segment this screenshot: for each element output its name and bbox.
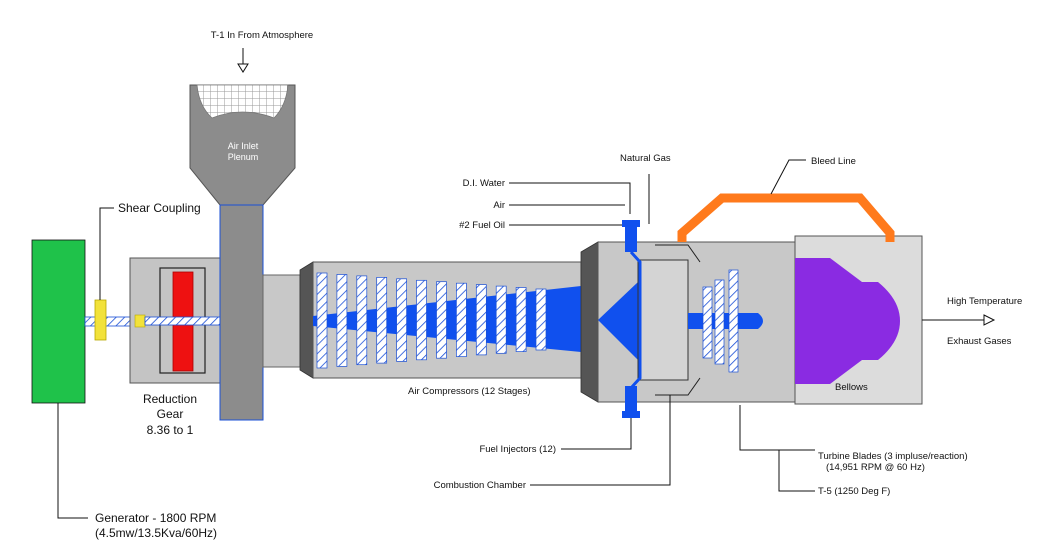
combustor-flow-cone: [598, 282, 638, 360]
exhaust-flow: [795, 258, 900, 384]
fuel-injector-top: [625, 220, 637, 252]
air-label: Air: [493, 200, 505, 211]
fuel-injector-bottom-cap: [622, 411, 640, 418]
compressor-stage-6: [416, 279, 427, 361]
compressor-stage-7: [436, 281, 447, 359]
turbine-blades-label-1: Turbine Blades (3 impluse/reaction): [818, 451, 968, 462]
turbine-shaft-end: [758, 313, 763, 329]
generator: [31, 239, 86, 404]
turbine-blades-label-2: (14,951 RPM @ 60 Hz): [826, 462, 925, 473]
natural-gas-label: Natural Gas: [620, 153, 671, 164]
inlet-screen: [196, 84, 289, 119]
fuel-oil-label: #2 Fuel Oil: [459, 220, 505, 231]
turbine-blade-1: [702, 286, 713, 359]
gear-shaft-stub: [134, 314, 146, 328]
bleed-line-leader: [770, 159, 806, 195]
t1-inlet-label: T-1 In From Atmosphere: [211, 30, 313, 41]
compressor-stage-1: [316, 272, 328, 369]
high-temp-label-1: High Temperature: [947, 296, 1022, 307]
compressor-inlet-hub: [262, 274, 301, 368]
compressor-stage-10: [495, 285, 507, 354]
combustion-chamber-leader: [530, 395, 671, 486]
fuel-injectors-label: Fuel Injectors (12): [479, 444, 556, 455]
air-inlet-plenum-label-2: Plenum: [228, 152, 259, 162]
reduction-gear-label-2: Gear: [157, 407, 184, 421]
turbine-blades-leader: [739, 405, 815, 451]
combustor-front-bellmouth: [580, 241, 599, 403]
combustion-chamber-label: Combustion Chamber: [434, 480, 526, 491]
inlet-duct: [219, 204, 264, 421]
compressor-inlet-bellmouth: [299, 261, 314, 379]
shear-coupling-label: Shear Coupling: [118, 201, 201, 215]
combustion-liner-outline: [655, 244, 701, 396]
compressor-stage-2: [336, 274, 348, 367]
compressor-stage-9: [475, 284, 487, 356]
compressor-stage-4: [376, 277, 388, 364]
compressor-stage-5: [396, 278, 407, 362]
t5-label: T-5 (1250 Deg F): [818, 486, 890, 497]
compressor-stage-11: [515, 287, 527, 352]
shear-coupling-leader: [99, 207, 114, 300]
turbine-blade-2: [714, 279, 725, 365]
combustion-chamber-liner: [637, 259, 689, 381]
turbine-blade-3: [728, 269, 739, 373]
compressor-stage-8: [456, 282, 467, 357]
bleed-line-label: Bleed Line: [811, 156, 856, 167]
di-water-leader: [509, 182, 631, 214]
reduction-gear-label-1: Reduction: [143, 392, 197, 406]
reduction-gear-ratio-label: 8.36 to 1: [147, 423, 194, 437]
shear-coupling: [94, 299, 107, 341]
compressor-blades: [316, 272, 547, 369]
fuel-manifold: [629, 250, 642, 390]
air-inlet-plenum-label-1: Air Inlet: [228, 141, 259, 151]
bellows-label: Bellows: [835, 382, 868, 393]
generator-leader: [57, 403, 88, 519]
fuel-injector-bottom: [625, 386, 637, 418]
high-temp-label-2: Exhaust Gases: [947, 336, 1012, 347]
compressor-flow-cone: [313, 286, 581, 352]
generator-label-1: Generator - 1800 RPM: [95, 511, 216, 525]
compressor-stage-3: [356, 275, 368, 366]
fuel-injectors-leader: [561, 418, 632, 450]
turbine-blades: [702, 269, 739, 373]
fuel-injector-top-cap: [622, 220, 640, 227]
generator-label-2: (4.5mw/13.5Kva/60Hz): [95, 526, 217, 540]
di-water-label: D.I. Water: [463, 178, 505, 189]
exhaust-arrow-head: [983, 314, 996, 326]
drive-shaft-low-speed: [84, 316, 131, 327]
bleed-line: [677, 193, 895, 242]
compressor-stage-12: [535, 288, 547, 351]
inlet-arrow-head: [237, 63, 249, 73]
t5-leader: [778, 450, 815, 492]
air-compressors-label: Air Compressors (12 Stages): [408, 386, 530, 397]
